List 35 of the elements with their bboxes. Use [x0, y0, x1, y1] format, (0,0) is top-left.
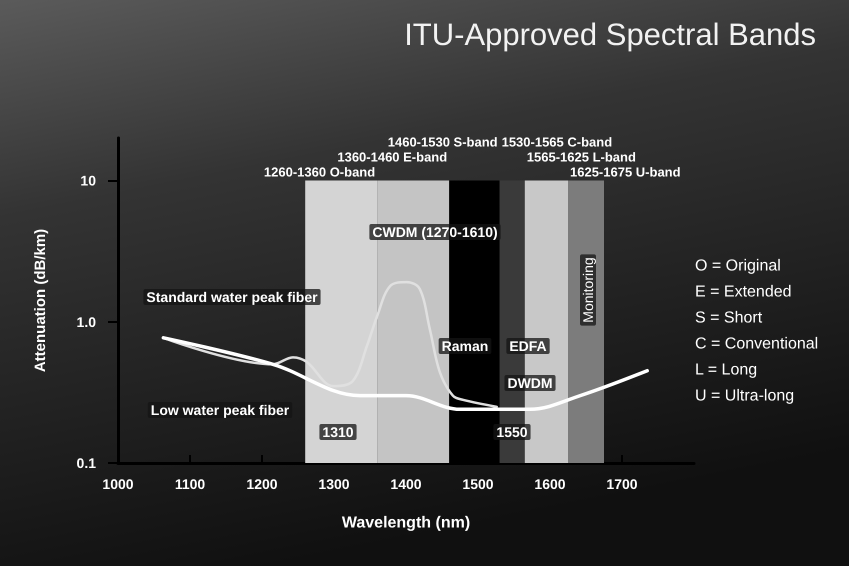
band-label: 1530-1565 C-band [502, 134, 612, 150]
y-tick-label: 1.0 [76, 314, 96, 330]
annotation: CWDM (1270-1610) [372, 224, 498, 240]
chart-title: ITU-Approved Spectral Bands [404, 17, 816, 52]
text: C = Conventional [695, 336, 818, 352]
x-tick-label: 1300 [318, 476, 350, 492]
band-label: 1360-1460 E-band [337, 150, 448, 165]
annotation: Raman [442, 338, 488, 354]
annotation: DWDM [507, 375, 553, 391]
x-tick-label: 1100 [174, 476, 206, 492]
text: E = Extended [695, 284, 792, 300]
band-label: 1260-1360 O-band [264, 164, 376, 180]
annotation: Standard water peak fiber [146, 289, 318, 305]
annotation: 1550 [496, 424, 528, 440]
x-tick-label: 1700 [606, 476, 638, 492]
text: S = Short [695, 310, 763, 326]
annotation: Monitoring [580, 257, 596, 323]
band-label: 1565-1625 L-band [526, 150, 636, 165]
annotation: Low water peak fiber [150, 402, 290, 418]
y-tick-label: 0.1 [76, 455, 96, 471]
x-tick-label: 1600 [534, 476, 566, 492]
y-tick-label: 10 [80, 172, 96, 189]
annotation: EDFA [509, 338, 547, 354]
text: O = Original [695, 258, 781, 274]
text: U = Ultra-long [695, 388, 794, 404]
x-tick-label: 1200 [246, 476, 278, 492]
band-label: 1625-1675 U-band [570, 164, 681, 180]
y-axis-title: Attenuation (dB/km) [32, 228, 49, 372]
x-tick-label: 1400 [390, 476, 422, 492]
text: L = Long [695, 362, 758, 378]
x-tick-label: 1000 [102, 476, 134, 492]
x-tick-label: 1500 [462, 476, 494, 492]
annotation: 1310 [322, 424, 354, 440]
x-axis-title: Wavelength (nm) [342, 514, 470, 532]
band-label: 1460-1530 S-band [388, 134, 498, 150]
